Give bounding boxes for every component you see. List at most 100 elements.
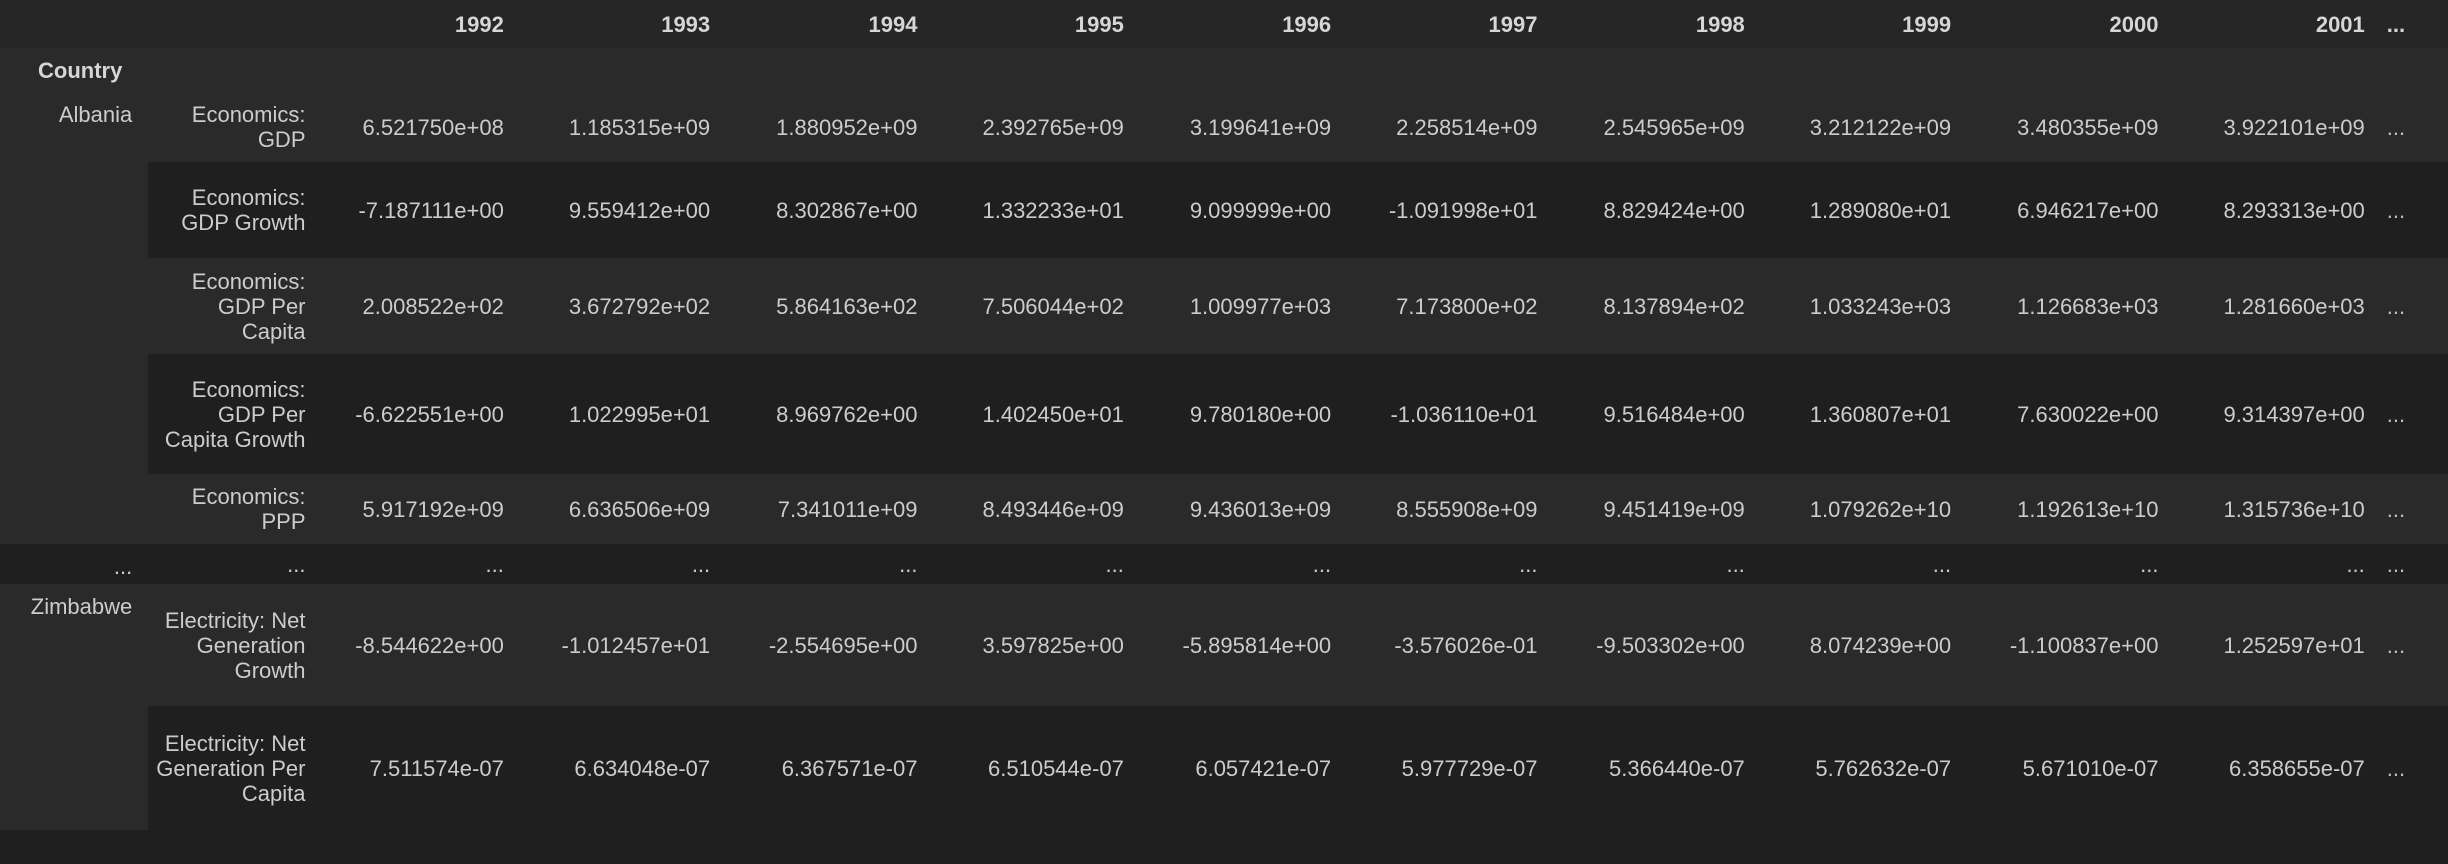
value-cell: ...	[899, 551, 918, 577]
indicator-index-label: Economics: GDP Per Capita Growth	[164, 376, 306, 452]
year-header: 1996	[1282, 11, 1332, 37]
value-cell: 3.597825e+00	[982, 632, 1124, 658]
value-cell: -5.895814e+00	[1182, 632, 1332, 658]
table-row: Economics: PPP 5.917192e+09 6.636506e+09 7.…	[0, 474, 2448, 544]
value-cell: ...	[1726, 551, 1745, 577]
value-cell: 5.671010e-07	[2022, 755, 2159, 781]
value-cell: 1.332233e+01	[982, 197, 1124, 223]
year-header: 1992	[454, 11, 504, 37]
truncated-cell-marker: ...	[2386, 401, 2406, 427]
value-cell: 9.559412e+00	[568, 197, 711, 223]
value-cell: 6.636506e+09	[568, 496, 711, 522]
value-cell: 1.315736e+10	[2223, 496, 2365, 522]
value-cell: 1.022995e+01	[568, 401, 711, 427]
value-cell: 3.212122e+09	[1809, 114, 1952, 140]
value-cell: 1.402450e+01	[982, 401, 1124, 427]
value-cell: 1.192613e+10	[2017, 496, 2159, 522]
truncated-cell-marker: ...	[2386, 551, 2406, 577]
value-cell: 7.173800e+02	[1396, 293, 1538, 319]
value-cell: 6.634048e-07	[574, 755, 711, 781]
truncated-cell-marker: ...	[2386, 114, 2406, 140]
truncated-cell-marker: ...	[2386, 293, 2406, 319]
value-cell: 9.314397e+00	[2223, 401, 2365, 427]
year-header: 1999	[1902, 11, 1952, 37]
indicator-index-label: Economics: GDP Per Capita	[191, 268, 306, 344]
blank-header-cell	[0, 0, 148, 48]
value-cell: 3.922101e+09	[2223, 114, 2365, 140]
value-cell: ...	[1519, 551, 1538, 577]
value-cell: -1.012457e+01	[561, 632, 711, 658]
table-row: Economics: GDP Per Capita 2.008522e+02 3.6…	[0, 258, 2448, 354]
value-cell: 6.367571e-07	[781, 755, 918, 781]
index-name-row: Country	[0, 48, 2448, 92]
value-cell: 2.392765e+09	[982, 114, 1124, 140]
country-index-label: Zimbabwe	[30, 594, 133, 619]
value-cell: 8.969762e+00	[776, 401, 918, 427]
value-cell: 9.099999e+00	[1189, 197, 1332, 223]
value-cell: 2.258514e+09	[1396, 114, 1538, 140]
value-cell: -8.544622e+00	[355, 632, 504, 658]
table-row: Zimbabwe Electricity: Net Generation Grow…	[0, 584, 2448, 706]
value-cell: -6.622551e+00	[355, 401, 504, 427]
value-cell: ...	[485, 551, 504, 577]
value-cell: 8.293313e+00	[2223, 197, 2365, 223]
value-cell: 6.521750e+08	[362, 114, 504, 140]
value-cell: 8.137894e+02	[1603, 293, 1745, 319]
value-cell: ...	[1932, 551, 1952, 577]
value-cell: 5.917192e+09	[362, 496, 504, 522]
indicator-index-label: Economics: PPP	[191, 484, 306, 534]
value-cell: 5.762632e-07	[1815, 755, 1952, 781]
value-cell: 7.630022e+00	[2017, 401, 2159, 427]
value-cell: 1.079262e+10	[1809, 496, 1952, 522]
value-cell: 6.946217e+00	[2017, 197, 2159, 223]
value-cell: 8.074239e+00	[1809, 632, 1952, 658]
truncated-cell-marker: ...	[2386, 496, 2406, 522]
year-header: 1995	[1074, 11, 1124, 37]
value-cell: 9.451419e+09	[1603, 496, 1745, 522]
value-cell: 8.829424e+00	[1603, 197, 1745, 223]
year-header: 1997	[1488, 11, 1538, 37]
value-cell: -7.187111e+00	[358, 197, 504, 223]
value-cell: ...	[2140, 551, 2159, 577]
value-cell: 6.358655e-07	[2228, 755, 2365, 781]
table-row: Economics: GDP Per Capita Growth -6.62255…	[0, 354, 2448, 474]
table-row: .......................................	[0, 544, 2448, 584]
value-cell: 1.289080e+01	[1809, 197, 1952, 223]
table-row: Electricity: Net Generation Per Capita 7.…	[0, 706, 2448, 830]
value-cell: 1.252597e+01	[2223, 632, 2365, 658]
year-header: 1994	[868, 11, 918, 37]
table-body: Albania Economics: GDP 6.521750e+08 1.18531…	[0, 92, 2448, 830]
value-cell: 9.436013e+09	[1189, 496, 1332, 522]
value-cell: -1.091998e+01	[1388, 197, 1538, 223]
value-cell: 7.506044e+02	[982, 293, 1124, 319]
indicator-index-label: Economics: GDP	[191, 102, 306, 152]
value-cell: 1.009977e+03	[1189, 293, 1332, 319]
value-cell: -1.100837e+00	[2009, 632, 2159, 658]
value-cell: 1.033243e+03	[1809, 293, 1952, 319]
value-cell: -9.503302e+00	[1596, 632, 1745, 658]
value-cell: 2.008522e+02	[362, 293, 504, 319]
value-cell: -3.576026e-01	[1394, 632, 1538, 658]
value-cell: 6.057421e-07	[1195, 755, 1332, 781]
year-header: 1998	[1695, 11, 1745, 37]
value-cell: 9.780180e+00	[1189, 401, 1332, 427]
value-cell: 1.880952e+09	[776, 114, 918, 140]
year-header-row: 1992 1993 1994 1995 1996 1997 1998 1999 …	[0, 0, 2448, 48]
truncated-cell-marker: ...	[2386, 632, 2406, 658]
dataframe-table: 1992 1993 1994 1995 1996 1997 1998 1999 …	[0, 0, 2448, 830]
value-cell: 5.366440e-07	[1609, 755, 1745, 781]
value-cell: 8.302867e+00	[776, 197, 918, 223]
indicator-index-label: ...	[287, 551, 306, 577]
value-cell: 8.493446e+09	[982, 496, 1124, 522]
value-cell: ...	[2346, 551, 2365, 577]
value-cell: 1.360807e+01	[1809, 401, 1952, 427]
value-cell: 7.341011e+09	[777, 496, 918, 522]
truncated-columns-marker: ...	[2386, 11, 2406, 37]
value-cell: 5.977729e-07	[1401, 755, 1538, 781]
indicator-index-label: Electricity: Net Generation Per Capita	[156, 730, 306, 806]
value-cell: 6.510544e-07	[988, 755, 1124, 781]
index-name-header: Country	[38, 57, 123, 83]
value-cell: 3.672792e+02	[568, 293, 711, 319]
value-cell: -2.554695e+00	[768, 632, 918, 658]
indicator-index-label: Electricity: Net Generation Growth	[164, 607, 306, 683]
